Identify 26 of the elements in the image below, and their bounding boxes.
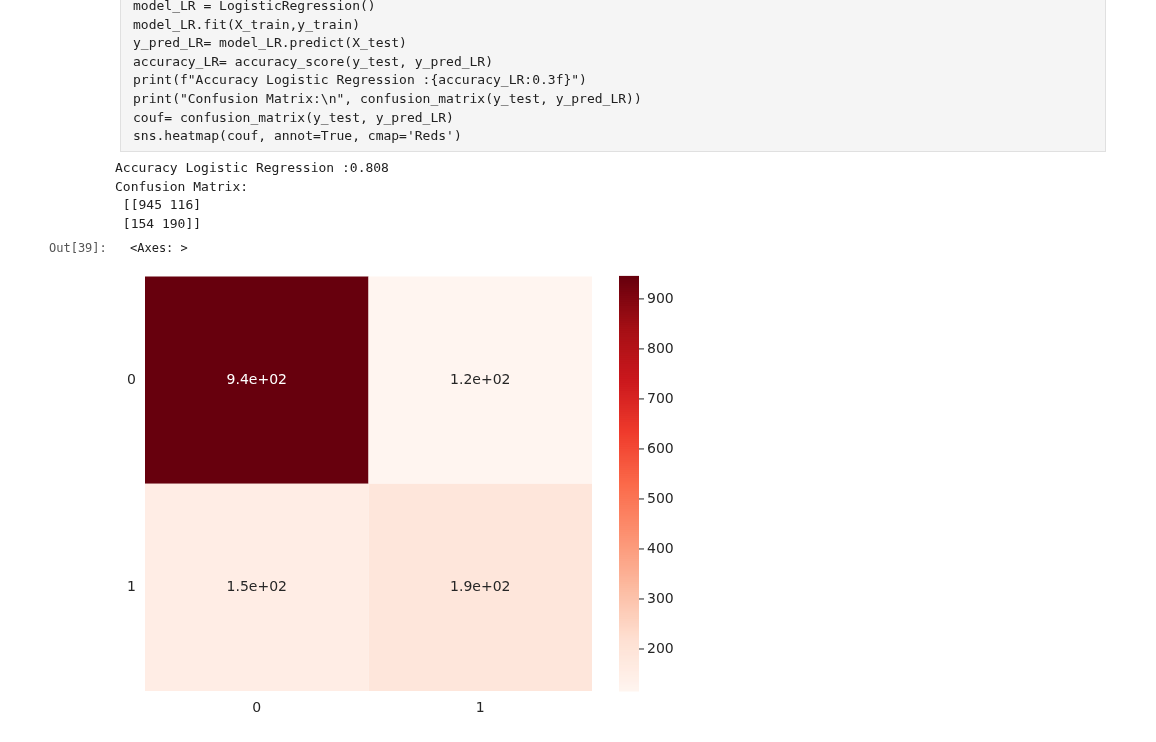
text: <Axes: >	[130, 240, 188, 257]
text: model_LR.fit(X_train,y_train)	[133, 15, 361, 34]
text: y_pred_LR= model_LR.predict(X_test)	[133, 34, 408, 53]
text: sns.heatmap(couf, annot=True, cmap='Reds')	[133, 127, 463, 146]
text: accuracy_LR= accuracy_score(y_test, y_pred_LR)	[133, 52, 495, 71]
text: couf= confusion_matrix(y_test, y_pred_LR)	[133, 108, 455, 127]
data-label: 1.2e+02	[450, 370, 511, 387]
color-bar-label: 500	[647, 489, 674, 506]
text: Out[39]:	[49, 240, 107, 257]
text: Confusion Matrix:	[115, 177, 250, 196]
text: print(f"Accuracy Logistic Regression :{accuracy_LR:0.3f}")	[133, 71, 588, 90]
text: Accuracy Logistic Regression :0.808	[115, 159, 389, 177]
data-label: 1.5e+02	[226, 577, 287, 594]
color-bar-label: 900	[647, 289, 674, 306]
color-bar-label: 300	[647, 589, 674, 606]
text: [154 190]]	[121, 214, 203, 233]
color-bar-label: 200	[647, 639, 674, 656]
color-bar-label: 400	[647, 539, 674, 556]
text: model_LR = LogisticRegression()	[133, 0, 377, 15]
color-bar-label: 600	[647, 439, 674, 456]
text: [[945 116]	[121, 196, 203, 215]
color-bar-label: 700	[647, 389, 674, 406]
text: print("Confusion Matrix:\n", confusion_matrix(y_test, y_pred_LR))	[133, 89, 643, 108]
data-label: 9.4e+02	[226, 370, 287, 387]
color-bar-label: 800	[647, 339, 674, 356]
data-label: 1.9e+02	[450, 577, 511, 594]
